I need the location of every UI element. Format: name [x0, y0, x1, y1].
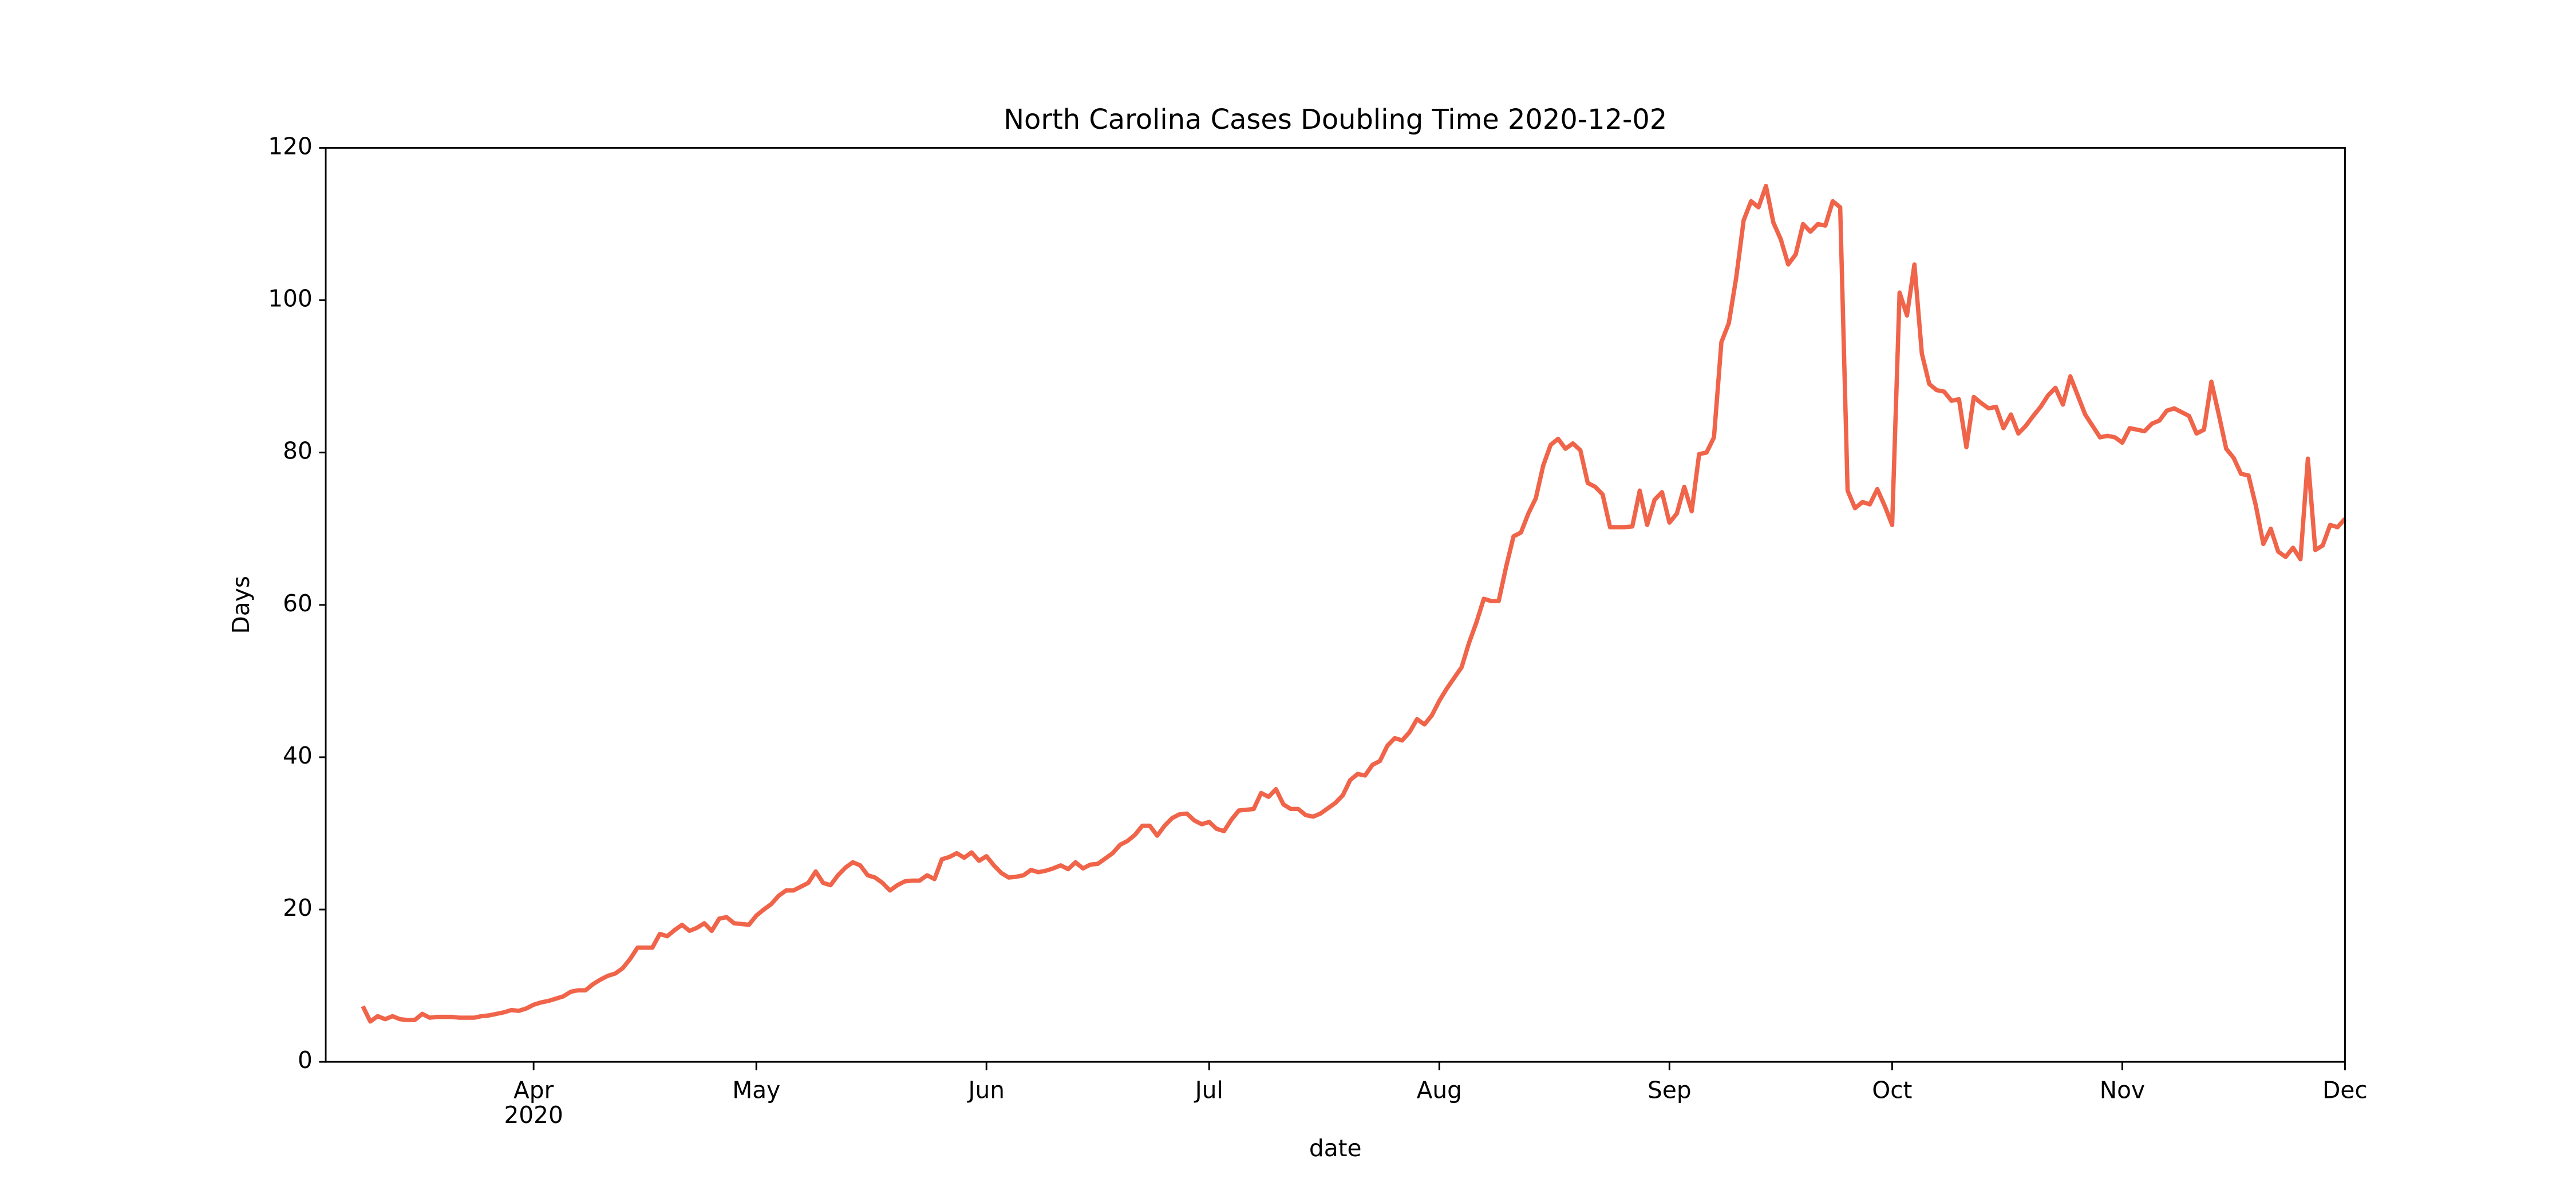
x-axis-label: date	[1309, 1134, 1362, 1162]
x-tick-label: Jun	[966, 1076, 1004, 1104]
y-tick-label: 20	[283, 894, 313, 922]
x-tick-label: Apr	[513, 1076, 554, 1104]
data-line	[361, 184, 2347, 1024]
y-tick-label: 40	[283, 742, 313, 769]
x-tick-label: Sep	[1647, 1076, 1692, 1104]
y-tick-label: 60	[283, 590, 313, 617]
plot-frame	[325, 147, 2346, 1063]
x-tick-year: 2020	[504, 1101, 563, 1129]
y-tick-label: 100	[268, 285, 313, 313]
y-axis-label: Days	[227, 576, 255, 634]
x-tick-label: Oct	[1872, 1076, 1912, 1104]
y-tick-label: 0	[298, 1046, 313, 1074]
y-tick-label: 80	[283, 437, 313, 465]
x-tick-label: May	[732, 1076, 780, 1104]
chart-title: North Carolina Cases Doubling Time 2020-…	[1003, 104, 1667, 136]
x-tick-label: Jul	[1194, 1076, 1223, 1104]
y-tick-label: 120	[268, 132, 313, 160]
x-tick-label: Dec	[2322, 1076, 2368, 1104]
x-tick-label: Aug	[1417, 1076, 1462, 1104]
x-tick-label: Nov	[2100, 1076, 2145, 1104]
